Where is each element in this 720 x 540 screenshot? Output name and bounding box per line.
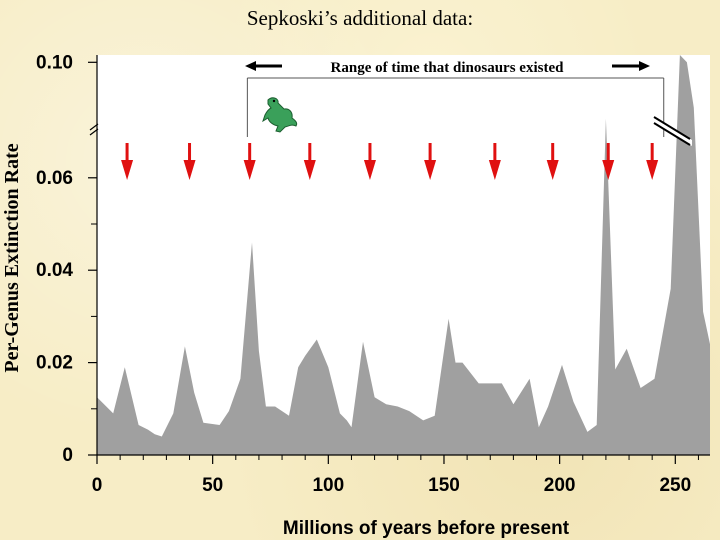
y-axis-break-mark xyxy=(89,128,99,136)
dinosaur-eye xyxy=(272,99,276,103)
x-tick-label: 100 xyxy=(312,475,344,496)
arrow-head xyxy=(121,160,134,180)
y-axis-label: Per-Genus Extinction Rate xyxy=(1,143,23,372)
y-tick-label: 0 xyxy=(62,445,73,466)
arrow-head xyxy=(243,160,256,180)
dinosaur-body xyxy=(262,97,298,133)
dinosaur-icon xyxy=(262,97,298,133)
x-tick-label: 250 xyxy=(659,475,691,496)
arrow-head xyxy=(363,160,376,180)
peak-break-mark xyxy=(653,116,691,140)
x-axis-label: Millions of years before present xyxy=(283,518,570,539)
arrow-head xyxy=(546,160,559,180)
extinction-marker-arrow xyxy=(646,143,659,180)
y-tick-label: 0.06 xyxy=(36,168,73,189)
range-label: Range of time that dinosaurs existed xyxy=(331,60,565,76)
range-label-background xyxy=(306,57,588,77)
extinction-marker-arrow xyxy=(546,143,559,180)
arrow-head xyxy=(646,160,659,180)
extinction-marker-arrow xyxy=(424,143,437,180)
range-arrow-right-head xyxy=(639,61,650,71)
y-axis-break-mark xyxy=(89,123,99,131)
arrow-head xyxy=(424,160,437,180)
arrow-head xyxy=(602,160,615,180)
x-tick-label: 0 xyxy=(92,475,103,496)
extinction-marker-arrow xyxy=(488,143,501,180)
arrow-head xyxy=(488,160,501,180)
x-tick-label: 200 xyxy=(544,475,576,496)
extinction-markers xyxy=(121,143,659,180)
extinction-marker-arrow xyxy=(303,143,316,180)
extinction-rate-area xyxy=(97,55,710,455)
y-tick-label: 0.10 xyxy=(36,52,73,73)
extinction-marker-arrow xyxy=(183,143,196,180)
range-arrow-left-head xyxy=(245,61,256,71)
peak-break-gap xyxy=(652,116,692,146)
y-tick-label: 0.02 xyxy=(36,353,73,374)
extinction-marker-arrow xyxy=(602,143,615,180)
extinction-marker-arrow xyxy=(121,143,134,180)
peak-break-mark xyxy=(653,122,691,146)
slide-title: Sepkoski’s additional data: xyxy=(246,6,474,30)
annotation-layer xyxy=(245,57,692,146)
area-layer xyxy=(97,55,710,455)
extinction-marker-arrow xyxy=(243,143,256,180)
arrow-head xyxy=(303,160,316,180)
arrow-head xyxy=(183,160,196,180)
y-tick-label: 0.04 xyxy=(36,260,73,281)
axis-layer: 0 0.02 0.04 0.06 0.10 0 50 100 150 200 250 xyxy=(36,52,710,496)
x-tick-label: 150 xyxy=(428,475,460,496)
x-tick-label: 50 xyxy=(202,475,223,496)
extinction-marker-arrow xyxy=(363,143,376,180)
